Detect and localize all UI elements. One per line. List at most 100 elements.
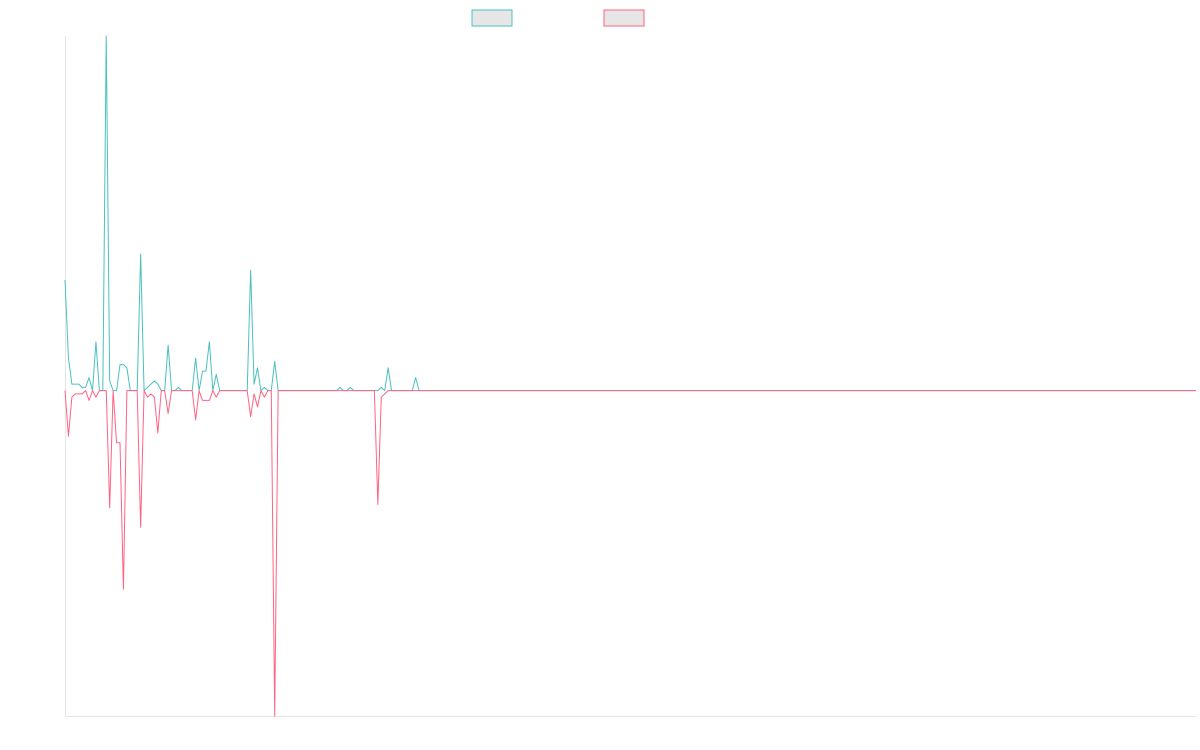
series-2-point	[665, 389, 667, 391]
series-2-point	[1109, 389, 1111, 391]
series-2-point	[363, 389, 365, 391]
series-2-point	[569, 389, 571, 391]
series-2-point	[1123, 389, 1125, 391]
series-2-point	[1030, 389, 1032, 391]
series-1-point	[387, 367, 389, 369]
series-2-point	[799, 389, 801, 391]
series-2-point	[181, 389, 183, 391]
series-2-point	[634, 389, 636, 391]
series-1-point	[263, 386, 265, 388]
series-2-point	[961, 389, 963, 391]
series-2-point	[133, 389, 135, 391]
series-2-point	[243, 389, 245, 391]
series-1-point	[194, 357, 196, 359]
series-2-point	[301, 389, 303, 391]
series-2-point	[284, 389, 286, 391]
series-2-point	[744, 389, 746, 391]
series-2-point	[806, 389, 808, 391]
series-2-point	[604, 389, 606, 391]
series-1-point	[167, 344, 169, 346]
series-2-point	[411, 389, 413, 391]
series-2-point	[1061, 389, 1063, 391]
series-2-point	[597, 389, 599, 391]
series-2-point	[559, 389, 561, 391]
series-2-point	[167, 412, 169, 414]
series-2-point	[335, 389, 337, 391]
series-2-point	[903, 389, 905, 391]
series-2-point	[1119, 389, 1121, 391]
series-2-point	[377, 503, 379, 505]
series-2-point	[906, 389, 908, 391]
series-2-point	[325, 389, 327, 391]
legend[interactable]	[471, 9, 645, 27]
series-1-point	[119, 363, 121, 365]
series-2-point	[253, 393, 255, 395]
legend-swatch-series-1[interactable]	[471, 9, 513, 27]
series-2-point	[927, 389, 929, 391]
series-2-point	[899, 389, 901, 391]
series-2-point	[1037, 389, 1039, 391]
series-2-point	[676, 389, 678, 391]
series-2-point	[600, 389, 602, 391]
series-2-point	[686, 389, 688, 391]
legend-swatch-series-2[interactable]	[603, 9, 645, 27]
series-1-point	[380, 386, 382, 388]
series-2-point	[672, 389, 674, 391]
series-2-point	[978, 389, 980, 391]
series-2-point	[212, 389, 214, 391]
series-1-point	[126, 367, 128, 369]
series-2-point	[274, 715, 276, 717]
series-1-point	[201, 370, 203, 372]
series-2-point	[507, 389, 509, 391]
series-2-point	[573, 389, 575, 391]
series-1-point	[139, 253, 141, 255]
series-2-point	[751, 389, 753, 391]
series-2-point	[810, 389, 812, 391]
series-2-point	[971, 389, 973, 391]
series-2-point	[246, 389, 248, 391]
series-2-point	[1195, 389, 1197, 391]
series-2-point	[679, 389, 681, 391]
series-2-point	[576, 389, 578, 391]
series-2-point	[848, 389, 850, 391]
series-2-point	[239, 389, 241, 391]
series-2-point	[700, 389, 702, 391]
series-2-point	[432, 389, 434, 391]
series-2-point	[81, 393, 83, 395]
series-2-point	[1033, 389, 1035, 391]
series-2-point	[1191, 389, 1193, 391]
series-2-point	[549, 389, 551, 391]
series-2-point	[318, 389, 320, 391]
series-2-point	[1126, 389, 1128, 391]
series-2-point	[476, 389, 478, 391]
series-1-point	[377, 389, 379, 391]
series-2-point	[1129, 389, 1131, 391]
series-2-point	[119, 442, 121, 444]
series-2-point	[201, 399, 203, 401]
series-2-point	[1064, 389, 1066, 391]
series-2-point	[219, 389, 221, 391]
series-2-point	[999, 389, 1001, 391]
series-2-point	[456, 389, 458, 391]
series-2-point	[394, 389, 396, 391]
series-2-point	[786, 389, 788, 391]
series-2-point	[452, 389, 454, 391]
series-2-point	[872, 389, 874, 391]
series-2-point	[762, 389, 764, 391]
series-2-point	[724, 389, 726, 391]
series-1-point	[105, 35, 107, 37]
series-2-point	[1167, 389, 1169, 391]
series-2-point	[98, 389, 100, 391]
series-2-point	[885, 389, 887, 391]
series-2-point	[71, 396, 73, 398]
series-2-point	[232, 389, 234, 391]
series-1-point	[253, 383, 255, 385]
series-2-point	[844, 389, 846, 391]
series-1-point	[108, 380, 110, 382]
series-2-point	[256, 406, 258, 408]
series-2-point	[854, 389, 856, 391]
series-2-point	[74, 393, 76, 395]
series-2-point	[772, 389, 774, 391]
series-2-point	[1105, 389, 1107, 391]
series-2-point	[287, 389, 289, 391]
